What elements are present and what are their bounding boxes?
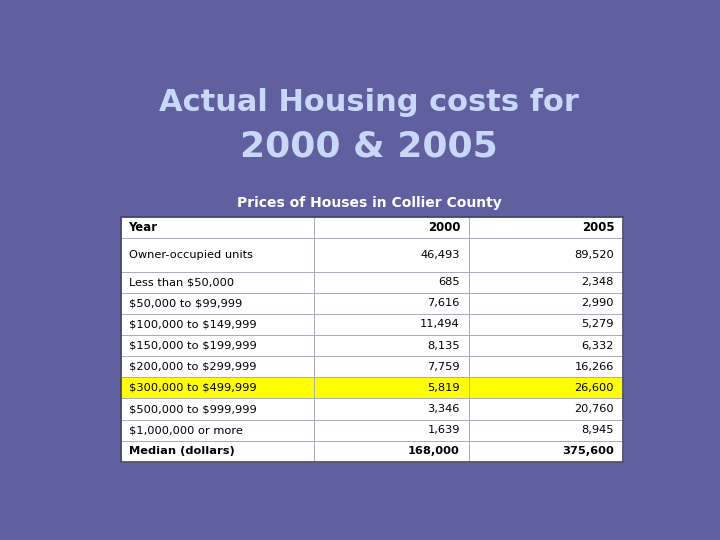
Text: 2005: 2005: [582, 221, 615, 234]
Text: Prices of Houses in Collier County: Prices of Houses in Collier County: [237, 196, 501, 210]
Bar: [314, 420, 469, 441]
Text: 2,348: 2,348: [582, 277, 614, 287]
Bar: [469, 335, 623, 356]
Bar: [469, 314, 623, 335]
Text: 6,332: 6,332: [582, 341, 614, 350]
Text: 2000 & 2005: 2000 & 2005: [240, 129, 498, 163]
Text: \$300,000 to \$499,999: \$300,000 to \$499,999: [128, 383, 256, 393]
Bar: [314, 356, 469, 377]
Bar: [314, 441, 469, 462]
Bar: [469, 293, 623, 314]
Text: 8,135: 8,135: [427, 341, 460, 350]
Text: 16,266: 16,266: [575, 362, 614, 372]
Bar: [121, 399, 314, 420]
Bar: [314, 217, 469, 238]
Text: 89,520: 89,520: [575, 249, 614, 260]
Text: 11,494: 11,494: [420, 320, 460, 329]
Bar: [314, 399, 469, 420]
Text: \$50,000 to \$99,999: \$50,000 to \$99,999: [128, 298, 242, 308]
Text: \$500,000 to \$999,999: \$500,000 to \$999,999: [128, 404, 256, 414]
Text: \$150,000 to \$199,999: \$150,000 to \$199,999: [128, 341, 256, 350]
Text: \$1,000,000 or more: \$1,000,000 or more: [128, 425, 243, 435]
Bar: [121, 217, 623, 462]
Text: 3,346: 3,346: [428, 404, 460, 414]
Text: 685: 685: [438, 277, 460, 287]
Text: 5,819: 5,819: [427, 383, 460, 393]
Bar: [314, 293, 469, 314]
Text: 7,759: 7,759: [427, 362, 460, 372]
Bar: [314, 377, 469, 399]
Text: 8,945: 8,945: [582, 425, 614, 435]
Bar: [469, 441, 623, 462]
Text: 168,000: 168,000: [408, 447, 460, 456]
Bar: [121, 217, 314, 238]
Text: Actual Housing costs for: Actual Housing costs for: [159, 87, 579, 117]
Text: 2,990: 2,990: [582, 298, 614, 308]
Text: 46,493: 46,493: [420, 249, 460, 260]
Bar: [314, 238, 469, 272]
Text: Owner-occupied units: Owner-occupied units: [128, 249, 253, 260]
Bar: [121, 377, 314, 399]
Bar: [121, 335, 314, 356]
Bar: [121, 293, 314, 314]
Text: 2000: 2000: [428, 221, 461, 234]
Bar: [314, 335, 469, 356]
Bar: [121, 356, 314, 377]
Bar: [121, 238, 314, 272]
Bar: [121, 420, 314, 441]
Text: Less than \$50,000: Less than \$50,000: [128, 277, 233, 287]
Text: 20,760: 20,760: [575, 404, 614, 414]
Text: Year: Year: [128, 221, 158, 234]
Bar: [469, 356, 623, 377]
Bar: [121, 314, 314, 335]
Text: 375,600: 375,600: [562, 447, 614, 456]
Bar: [469, 217, 623, 238]
Bar: [121, 272, 314, 293]
Bar: [469, 272, 623, 293]
Text: \$100,000 to \$149,999: \$100,000 to \$149,999: [128, 320, 256, 329]
Bar: [314, 272, 469, 293]
Text: 1,639: 1,639: [427, 425, 460, 435]
Text: 5,279: 5,279: [582, 320, 614, 329]
Text: \$200,000 to \$299,999: \$200,000 to \$299,999: [128, 362, 256, 372]
Text: 26,600: 26,600: [575, 383, 614, 393]
Bar: [469, 377, 623, 399]
Bar: [314, 314, 469, 335]
Bar: [469, 399, 623, 420]
Bar: [121, 441, 314, 462]
Text: 7,616: 7,616: [428, 298, 460, 308]
Bar: [469, 238, 623, 272]
Text: Median (dollars): Median (dollars): [128, 447, 234, 456]
Bar: [469, 420, 623, 441]
